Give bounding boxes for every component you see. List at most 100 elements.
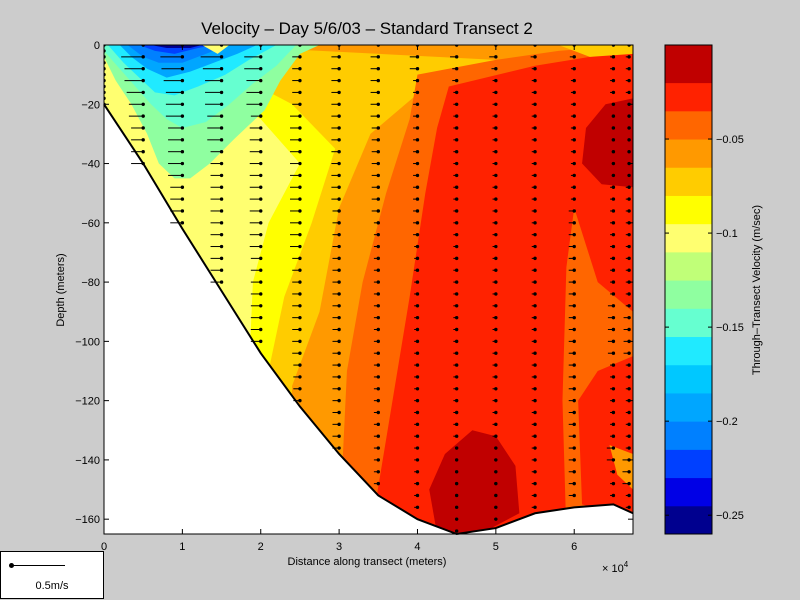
- measurement-point: [611, 114, 616, 118]
- measurement-point: [337, 197, 341, 201]
- measurement-point: [611, 458, 616, 462]
- measurement-point: [611, 185, 616, 189]
- measurement-point: [298, 375, 302, 379]
- measurement-point: [572, 102, 576, 106]
- measurement-point: [454, 422, 459, 427]
- measurement-point: [611, 398, 616, 403]
- measurement-point: [627, 149, 631, 154]
- colorbar-level: [665, 392, 712, 422]
- measurement-point: [415, 173, 420, 178]
- measurement-point: [298, 102, 302, 106]
- measurement-point: [259, 315, 263, 320]
- measurement-point: [611, 387, 616, 391]
- measurement-point: [415, 149, 420, 154]
- measurement-point: [611, 327, 616, 332]
- measurement-point: [454, 398, 459, 403]
- measurement-point: [415, 339, 420, 344]
- colorbar-level: [665, 477, 712, 507]
- measurement-point: [627, 434, 631, 438]
- measurement-point: [611, 363, 616, 367]
- measurement-point: [376, 55, 380, 59]
- colorbar-level: [665, 139, 712, 168]
- measurement-point: [572, 197, 576, 201]
- measurement-point: [298, 90, 302, 95]
- measurement-point: [572, 339, 576, 344]
- measurement-point: [494, 363, 498, 367]
- measurement-point: [572, 268, 576, 272]
- velocity-region: [609, 445, 633, 490]
- measurement-point: [572, 221, 576, 225]
- measurement-point: [627, 327, 631, 332]
- measurement-point: [454, 173, 459, 178]
- measurement-point: [219, 114, 224, 118]
- measurement-point: [219, 90, 224, 95]
- y-tick-label: −120: [75, 396, 100, 408]
- measurement-point: [337, 375, 341, 379]
- measurement-point: [454, 126, 459, 130]
- measurement-point: [259, 209, 263, 213]
- measurement-point: [611, 292, 616, 296]
- measurement-point: [533, 422, 537, 427]
- y-axis-ticks: 0 −20 −40 −60 −80 −100 −120 −140 −160: [75, 40, 633, 526]
- measurement-point: [298, 173, 302, 178]
- colorbar-level: [665, 421, 712, 450]
- measurement-point: [219, 173, 224, 178]
- measurement-point: [259, 67, 263, 71]
- measurement-point: [376, 232, 380, 237]
- measurement-point: [454, 197, 459, 201]
- measurement-point: [533, 268, 537, 272]
- colorbar-level: [665, 223, 712, 253]
- colorbar-level: [665, 364, 712, 394]
- measurement-point: [494, 232, 498, 237]
- colorbar-levels: [665, 45, 712, 535]
- measurement-point: [219, 126, 224, 130]
- measurement-point: [180, 55, 185, 59]
- measurement-point: [533, 304, 537, 308]
- measurement-point: [533, 292, 537, 296]
- measurement-point: [454, 67, 459, 71]
- measurement-point: [415, 398, 420, 403]
- measurement-point: [533, 493, 537, 498]
- measurement-point: [494, 434, 498, 438]
- measurement-point: [454, 387, 459, 391]
- measurement-point: [454, 375, 459, 379]
- measurement-point: [376, 363, 380, 367]
- measurement-point: [533, 458, 537, 462]
- measurement-point: [627, 422, 631, 427]
- measurement-point: [572, 458, 576, 462]
- measurement-point: [180, 161, 185, 166]
- measurement-point: [611, 375, 616, 379]
- measurement-point: [627, 244, 631, 249]
- measurement-point: [376, 304, 380, 308]
- colorbar-level: [665, 449, 712, 479]
- measurement-point: [533, 138, 537, 142]
- measurement-point: [533, 55, 537, 59]
- measurement-point: [627, 351, 631, 355]
- station-profile: [366, 45, 380, 486]
- measurement-point: [415, 470, 420, 474]
- measurement-point: [415, 493, 420, 498]
- measurement-point: [533, 197, 537, 201]
- x-tick-label: 1: [179, 541, 185, 553]
- colorbar-tick-label: −0.25: [716, 510, 744, 522]
- measurement-point: [627, 185, 631, 189]
- measurement-point: [454, 232, 459, 237]
- measurement-point: [454, 529, 459, 533]
- measurement-point: [415, 102, 420, 106]
- plot-frame: [103, 44, 634, 535]
- measurement-point: [454, 292, 459, 296]
- measurement-point: [259, 78, 263, 83]
- station-profile: [522, 45, 537, 510]
- measurement-point: [337, 161, 341, 166]
- measurement-point: [298, 161, 302, 166]
- measurement-point: [572, 292, 576, 296]
- velocity-region: [139, 45, 214, 54]
- velocity-region: [582, 98, 633, 188]
- station-profile: [160, 45, 185, 225]
- measurement-point: [376, 339, 380, 344]
- measurement-point: [376, 256, 380, 261]
- measurement-point: [376, 149, 380, 154]
- measurement-point: [219, 185, 224, 189]
- measurement-point: [494, 351, 498, 355]
